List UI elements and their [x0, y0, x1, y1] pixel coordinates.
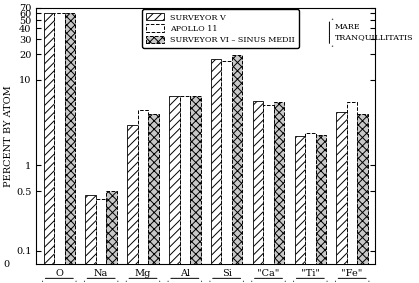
Bar	[54, 13, 65, 283]
Bar	[127, 125, 138, 283]
Bar	[336, 112, 347, 283]
Bar	[180, 96, 190, 283]
Bar	[253, 101, 263, 283]
Bar	[347, 102, 357, 283]
Bar	[190, 96, 201, 283]
Bar	[295, 136, 305, 283]
Bar	[44, 13, 54, 283]
Bar	[263, 105, 274, 283]
Bar	[211, 59, 221, 283]
Bar	[169, 96, 180, 283]
Bar	[232, 55, 242, 283]
Bar	[106, 191, 117, 283]
Bar	[274, 102, 284, 283]
Bar	[148, 114, 159, 283]
Y-axis label: PERCENT BY ATOM: PERCENT BY ATOM	[4, 85, 13, 187]
Bar	[85, 195, 96, 283]
Legend: SURVEYOR V, APOLLO 11, SURVEYOR VI – SINUS MEDII: SURVEYOR V, APOLLO 11, SURVEYOR VI – SIN…	[142, 9, 299, 48]
Text: MARE
TRANQUILLITATIS: MARE TRANQUILLITATIS	[334, 23, 413, 41]
Bar	[305, 133, 316, 283]
Bar	[357, 114, 368, 283]
Bar	[138, 110, 148, 283]
Bar	[96, 200, 106, 283]
Bar	[221, 61, 232, 283]
Text: 0: 0	[3, 260, 9, 269]
Bar	[65, 13, 75, 283]
Bar	[316, 134, 326, 283]
